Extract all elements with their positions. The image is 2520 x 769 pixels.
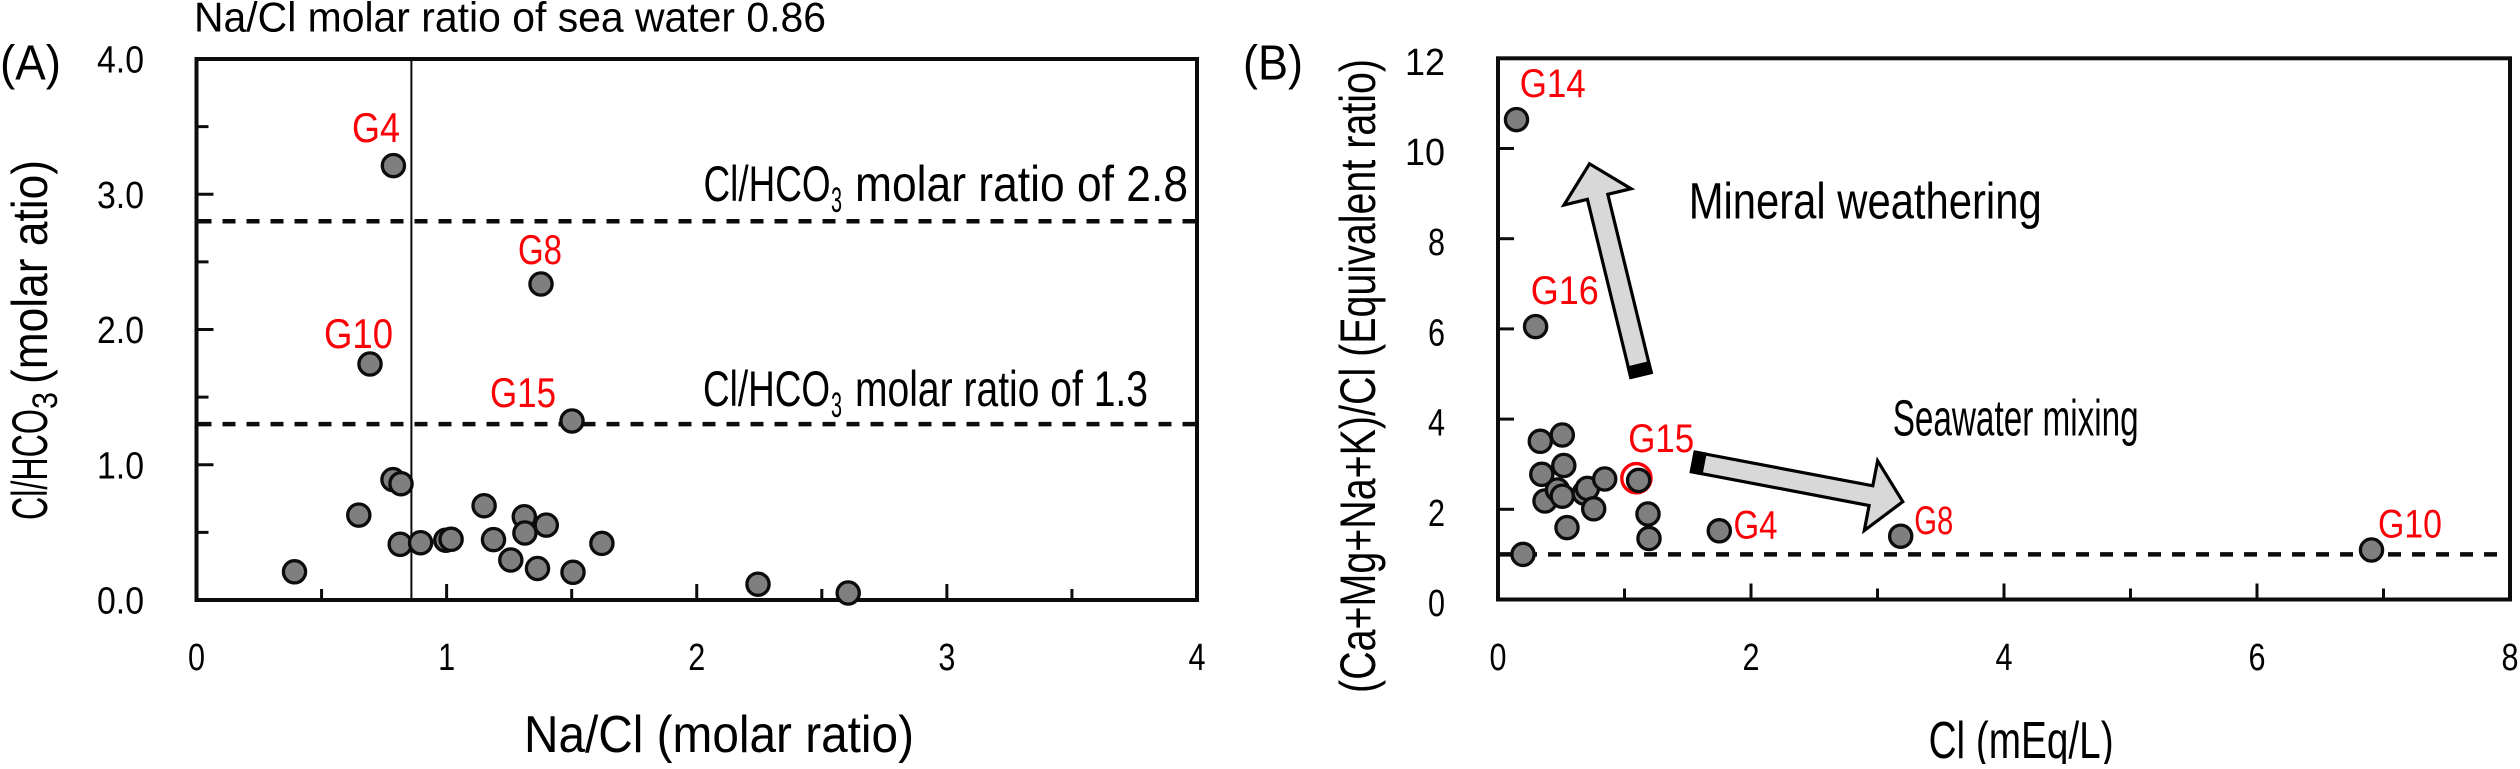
- svg-text:0.0: 0.0: [97, 581, 144, 623]
- svg-text:(molar atio): (molar atio): [2, 160, 58, 384]
- svg-text:(Ca+Mg+Na+K)/Cl (Equivalent ra: (Ca+Mg+Na+K)/Cl (Equivalent ratio): [1330, 59, 1386, 693]
- svg-text:2: 2: [1743, 637, 1760, 679]
- svg-text:Na/Cl (molar ratio): Na/Cl (molar ratio): [524, 706, 914, 764]
- svg-text:3: 3: [831, 386, 842, 425]
- svg-text:molar ratio of 1.3: molar ratio of 1.3: [855, 361, 1148, 417]
- svg-text:2.0: 2.0: [97, 310, 144, 352]
- svg-text:G10: G10: [324, 310, 393, 357]
- svg-text:Mineral weathering: Mineral weathering: [1689, 173, 2042, 230]
- svg-text:Na/Cl molar ratio of sea water: Na/Cl molar ratio of sea water 0.86: [194, 0, 826, 41]
- svg-text:G10: G10: [2378, 503, 2442, 547]
- svg-text:3: 3: [831, 181, 842, 220]
- svg-text:G4: G4: [352, 104, 400, 151]
- svg-text:G8: G8: [518, 226, 562, 273]
- svg-text:4: 4: [1996, 637, 2013, 679]
- svg-text:Cl/HCO: Cl/HCO: [2, 409, 58, 520]
- svg-text:4.0: 4.0: [97, 40, 144, 82]
- svg-text:0: 0: [1490, 637, 1507, 679]
- svg-text:4: 4: [1428, 403, 1445, 445]
- svg-text:G8: G8: [1914, 499, 1953, 543]
- svg-text:4: 4: [1189, 637, 1206, 679]
- svg-text:0: 0: [188, 637, 205, 679]
- svg-text:3: 3: [26, 392, 65, 409]
- svg-text:3: 3: [938, 637, 955, 679]
- svg-text:G4: G4: [1734, 504, 1778, 548]
- svg-text:1.0: 1.0: [97, 445, 144, 487]
- svg-text:Cl (mEq/L): Cl (mEq/L): [1929, 712, 2114, 764]
- svg-text:3.0: 3.0: [97, 175, 144, 217]
- svg-text:6: 6: [2249, 637, 2266, 679]
- svg-text:(B): (B): [1243, 37, 1303, 91]
- svg-text:(A): (A): [0, 37, 61, 91]
- svg-text:G15: G15: [490, 369, 556, 416]
- svg-text:12: 12: [1405, 42, 1445, 84]
- svg-text:10: 10: [1405, 132, 1445, 174]
- svg-text:1: 1: [438, 637, 455, 679]
- svg-text:Cl/HCO: Cl/HCO: [704, 156, 831, 212]
- svg-text:6: 6: [1428, 312, 1445, 354]
- svg-text:molar ratio of 2.8: molar ratio of 2.8: [855, 156, 1188, 212]
- svg-text:G15: G15: [1628, 417, 1694, 461]
- svg-text:8: 8: [2502, 637, 2519, 679]
- svg-text:2: 2: [688, 637, 705, 679]
- svg-text:G14: G14: [1520, 62, 1586, 106]
- svg-text:8: 8: [1428, 222, 1445, 264]
- svg-text:2: 2: [1428, 493, 1445, 535]
- svg-text:Cl/HCO: Cl/HCO: [703, 361, 830, 417]
- svg-text:Seawater mixing: Seawater mixing: [1893, 390, 2139, 447]
- svg-text:G16: G16: [1531, 269, 1599, 313]
- svg-text:0: 0: [1428, 583, 1445, 625]
